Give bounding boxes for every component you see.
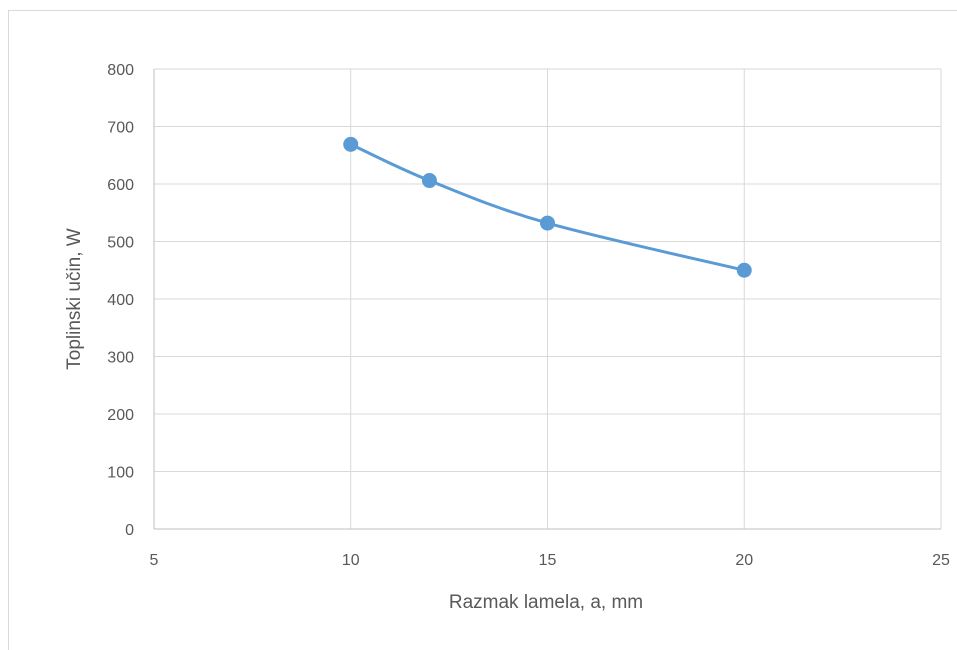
y-tick-label: 700: [107, 120, 134, 137]
x-tick-label: 5: [150, 552, 159, 569]
x-tick-label: 15: [539, 552, 557, 569]
data-point: [540, 215, 555, 231]
y-tick-label: 200: [107, 407, 134, 424]
y-tick-label: 600: [107, 177, 134, 194]
x-axis-title: Razmak lamela, a, mm: [449, 592, 643, 613]
y-tick-label: 300: [107, 350, 134, 367]
y-tick-label: 100: [107, 465, 134, 482]
series-layer: [343, 136, 752, 278]
series-line: [349, 142, 746, 272]
x-tick-label: 20: [735, 552, 753, 569]
y-tick-labels: 0 100 200 300 400 500 600 700 800: [107, 62, 134, 539]
y-tick-label: 400: [107, 292, 134, 309]
chart: 0 100 200 300 400 500 600 700 800 5 10 15 20 25 Razm…: [64, 62, 950, 613]
x-tick-label: 25: [932, 552, 950, 569]
grid: [154, 68, 942, 529]
y-tick-label: 800: [107, 62, 134, 79]
data-point: [421, 173, 437, 189]
chart-frame: [8, 10, 957, 650]
data-point: [736, 262, 752, 278]
x-tick-labels: 5 10 15 20 25: [150, 552, 950, 569]
axes: [153, 69, 941, 530]
x-tick-label: 10: [342, 552, 360, 569]
y-axis-title: Toplinski učin, W: [64, 228, 85, 370]
y-tick-label: 0: [125, 522, 134, 539]
data-point: [343, 136, 359, 152]
y-tick-label: 500: [107, 235, 134, 252]
